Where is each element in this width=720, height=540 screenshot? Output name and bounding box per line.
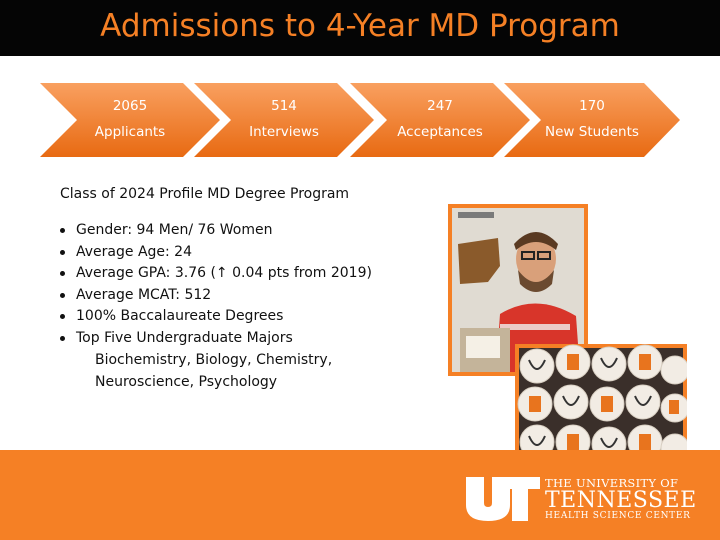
profile-bullet-list: Gender: 94 Men/ 76 Women Average Age: 24… <box>60 220 372 349</box>
university-name-line3: HEALTH SCIENCE CENTER <box>545 511 691 521</box>
funnel-label: Applicants <box>94 124 166 140</box>
cookies-photo <box>515 344 690 468</box>
funnel-number: 514 <box>271 98 297 114</box>
bullet-age: Average Age: 24 <box>60 242 372 264</box>
funnel-step-interviews: 514 Interviews <box>194 83 374 157</box>
bullet-dot-icon <box>60 314 65 319</box>
ut-logo-icon <box>466 477 540 521</box>
cookies-photo-image <box>517 344 690 464</box>
funnel-label: Interviews <box>249 124 319 140</box>
title-bar <box>0 0 720 56</box>
profile-heading: Class of 2024 Profile MD Degree Program <box>60 186 350 202</box>
bullet-gender: Gender: 94 Men/ 76 Women <box>60 220 372 242</box>
majors-line: Neuroscience, Psychology <box>95 373 278 390</box>
bullet-mcat: Average MCAT: 512 <box>60 285 372 307</box>
chevron-arrow-shape <box>504 83 680 157</box>
slide-title: Admissions to 4-Year MD Program <box>100 8 620 44</box>
funnel-label: Acceptances <box>397 124 483 140</box>
bullet-dot-icon <box>60 335 65 341</box>
bullet-dot-icon <box>60 292 65 298</box>
majors-line: Biochemistry, Biology, Chemistry, <box>95 352 333 368</box>
funnel-step-new-students: 170 New Students <box>504 83 680 157</box>
university-name-line1: THE UNIVERSITY OF <box>545 476 679 490</box>
funnel-number: 170 <box>579 98 605 114</box>
chevron-arrow-shape <box>350 83 530 157</box>
funnel-number: 247 <box>427 98 453 114</box>
bullet-dot-icon <box>60 249 65 255</box>
bullet-gpa: Average GPA: 3.76 (↑ 0.04 pts from 2019) <box>60 263 372 285</box>
bullet-majors: Top Five Undergraduate Majors <box>60 328 372 350</box>
majors-list: Biochemistry, Biology, Chemistry, Neuros… <box>95 350 332 393</box>
funnel-label: New Students <box>545 124 639 140</box>
bullet-dot-icon <box>60 271 65 276</box>
chevron-arrow-shape <box>40 83 220 157</box>
bullet-dot-icon <box>60 228 65 233</box>
funnel-step-applicants: 2065 Applicants <box>40 83 220 157</box>
university-name-line2: TENNESSEE <box>545 488 697 513</box>
funnel-step-acceptances: 247 Acceptances <box>350 83 530 157</box>
chevron-arrow-shape <box>194 83 374 157</box>
bullet-degrees: 100% Baccalaureate Degrees <box>60 306 372 328</box>
footer-band <box>0 450 720 540</box>
funnel-number: 2065 <box>112 98 148 114</box>
